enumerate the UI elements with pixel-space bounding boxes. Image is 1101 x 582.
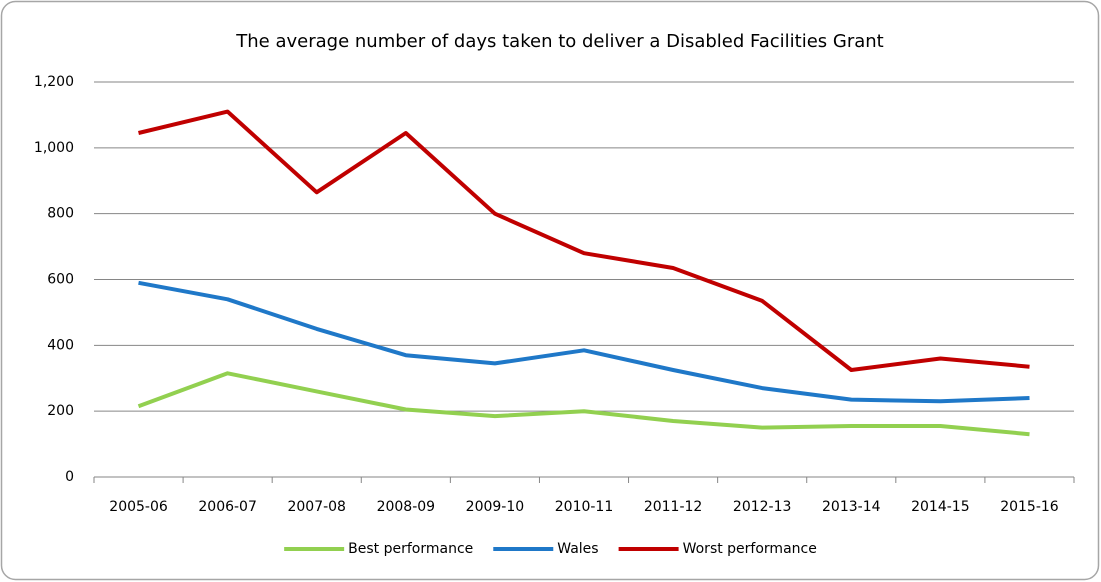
x-tick-label: 2007-08 [287,499,346,515]
x-tick-label: 2013-14 [822,499,881,515]
x-tick-label: 2008-09 [377,499,436,515]
x-tick-label: 2012-13 [733,499,792,515]
legend-label: Worst performance [683,541,817,557]
y-tick-label: 0 [65,469,74,485]
x-tick-label: 2010-11 [555,499,614,515]
y-tick-label: 1,200 [34,74,74,90]
series-line [138,109,1030,372]
legend-label: Wales [557,541,598,557]
series-line [137,371,1030,437]
chart-title: The average number of days taken to deli… [235,31,883,52]
y-tick-label: 800 [47,206,74,222]
legend-label: Best performance [348,541,473,557]
y-tick-label: 600 [47,272,74,288]
x-tick-label: 2009-10 [466,499,525,515]
x-tick-label: 2006-07 [198,499,257,515]
x-tick-label: 2014-15 [911,499,970,515]
x-tick-label: 2011-12 [644,499,703,515]
y-tick-label: 400 [47,337,74,353]
series-line [138,280,1030,404]
y-tick-label: 1,000 [34,140,74,156]
y-tick-label: 200 [47,403,74,419]
x-tick-label: 2005-06 [109,499,168,515]
x-tick-label: 2015-16 [1000,499,1059,515]
